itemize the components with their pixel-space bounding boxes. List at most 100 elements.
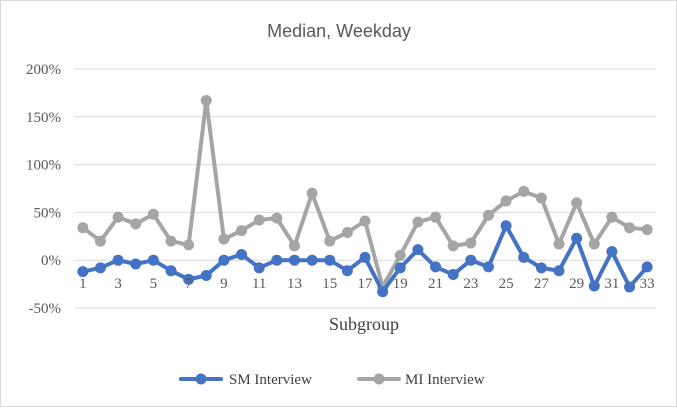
y-tick-label: 200% bbox=[26, 62, 61, 78]
data-point bbox=[341, 226, 353, 238]
data-point bbox=[165, 235, 177, 247]
series-sm-interview bbox=[77, 220, 653, 298]
gridlines bbox=[74, 68, 656, 309]
data-point bbox=[183, 273, 195, 285]
data-point bbox=[571, 197, 583, 209]
data-point bbox=[130, 258, 142, 270]
data-point bbox=[500, 220, 512, 232]
data-point bbox=[165, 265, 177, 277]
x-tick-label: 17 bbox=[358, 276, 374, 292]
x-tick-label: 13 bbox=[287, 276, 302, 292]
y-tick-label: 0% bbox=[41, 253, 61, 269]
x-tick-label: 29 bbox=[569, 276, 584, 292]
y-tick-label: 150% bbox=[26, 110, 61, 126]
data-point bbox=[359, 215, 371, 227]
x-tick-label: 23 bbox=[463, 276, 478, 292]
data-point bbox=[641, 224, 653, 236]
legend: SM Interview MI Interview bbox=[179, 372, 485, 388]
data-point bbox=[606, 211, 618, 223]
x-axis-title: Subgroup bbox=[329, 314, 399, 334]
data-point bbox=[112, 254, 124, 266]
data-point bbox=[606, 246, 618, 258]
data-point bbox=[482, 209, 494, 221]
x-tick-label: 9 bbox=[220, 276, 228, 292]
data-point bbox=[641, 261, 653, 273]
data-point bbox=[324, 235, 336, 247]
x-tick-label: 33 bbox=[640, 276, 655, 292]
legend-marker bbox=[195, 373, 207, 385]
data-point bbox=[518, 185, 530, 197]
data-point bbox=[377, 286, 389, 298]
y-tick-label: -50% bbox=[29, 301, 62, 317]
x-tick-label: 25 bbox=[499, 276, 514, 292]
x-tick-label: 11 bbox=[252, 276, 266, 292]
data-point bbox=[200, 95, 212, 107]
data-point bbox=[588, 238, 600, 250]
legend-label: SM Interview bbox=[229, 372, 312, 388]
data-point bbox=[200, 269, 212, 281]
data-point bbox=[482, 261, 494, 273]
data-point bbox=[447, 269, 459, 281]
data-point bbox=[430, 261, 442, 273]
data-point bbox=[500, 195, 512, 207]
data-point bbox=[271, 254, 283, 266]
data-point bbox=[412, 216, 424, 228]
data-point bbox=[341, 265, 353, 277]
data-point bbox=[394, 249, 406, 261]
data-point bbox=[147, 208, 159, 220]
data-point bbox=[94, 262, 106, 274]
data-point bbox=[94, 235, 106, 247]
x-tick-label: 19 bbox=[393, 276, 408, 292]
data-point bbox=[412, 244, 424, 256]
x-tick-label: 3 bbox=[114, 276, 122, 292]
data-point bbox=[324, 254, 336, 266]
x-tick-label: 27 bbox=[534, 276, 550, 292]
data-point bbox=[218, 254, 230, 266]
legend-label: MI Interview bbox=[405, 372, 485, 388]
data-point bbox=[218, 233, 230, 245]
data-point bbox=[306, 187, 318, 199]
x-tick-label: 15 bbox=[322, 276, 337, 292]
data-point bbox=[430, 211, 442, 223]
x-axis-tick-labels: 1 3 5 7 9 11 13 15 17 19 21 23 25 27 29 31 33 bbox=[79, 276, 655, 292]
data-point bbox=[394, 262, 406, 274]
data-point bbox=[624, 281, 636, 293]
data-point bbox=[624, 222, 636, 234]
data-point bbox=[553, 265, 565, 277]
data-point bbox=[306, 254, 318, 266]
x-tick-label: 31 bbox=[604, 276, 619, 292]
y-axis-tick-labels: -50% 0% 50% 100% 150% 200% bbox=[26, 62, 61, 317]
series-lines bbox=[77, 95, 653, 298]
y-tick-label: 100% bbox=[26, 158, 61, 174]
data-point bbox=[112, 211, 124, 223]
x-tick-label: 1 bbox=[79, 276, 87, 292]
data-point bbox=[288, 254, 300, 266]
data-point bbox=[588, 280, 600, 292]
data-point bbox=[183, 239, 195, 251]
legend-item: SM Interview bbox=[179, 372, 312, 388]
series-mi-interview bbox=[77, 95, 653, 293]
data-point bbox=[236, 225, 248, 237]
data-point bbox=[518, 251, 530, 263]
data-point bbox=[535, 262, 547, 274]
data-point bbox=[77, 266, 89, 278]
data-point bbox=[130, 218, 142, 230]
data-point bbox=[553, 238, 565, 250]
data-point bbox=[253, 262, 265, 274]
data-point bbox=[271, 212, 283, 224]
data-point bbox=[77, 222, 89, 234]
data-point bbox=[236, 248, 248, 260]
x-tick-label: 21 bbox=[428, 276, 443, 292]
data-point bbox=[288, 240, 300, 252]
y-tick-label: 50% bbox=[34, 205, 62, 221]
legend-marker bbox=[373, 373, 385, 385]
data-point bbox=[447, 240, 459, 252]
data-point bbox=[465, 254, 477, 266]
x-tick-label: 7 bbox=[185, 276, 193, 292]
legend-item: MI Interview bbox=[357, 372, 485, 388]
data-point bbox=[571, 232, 583, 244]
data-point bbox=[535, 192, 547, 204]
data-point bbox=[147, 254, 159, 266]
